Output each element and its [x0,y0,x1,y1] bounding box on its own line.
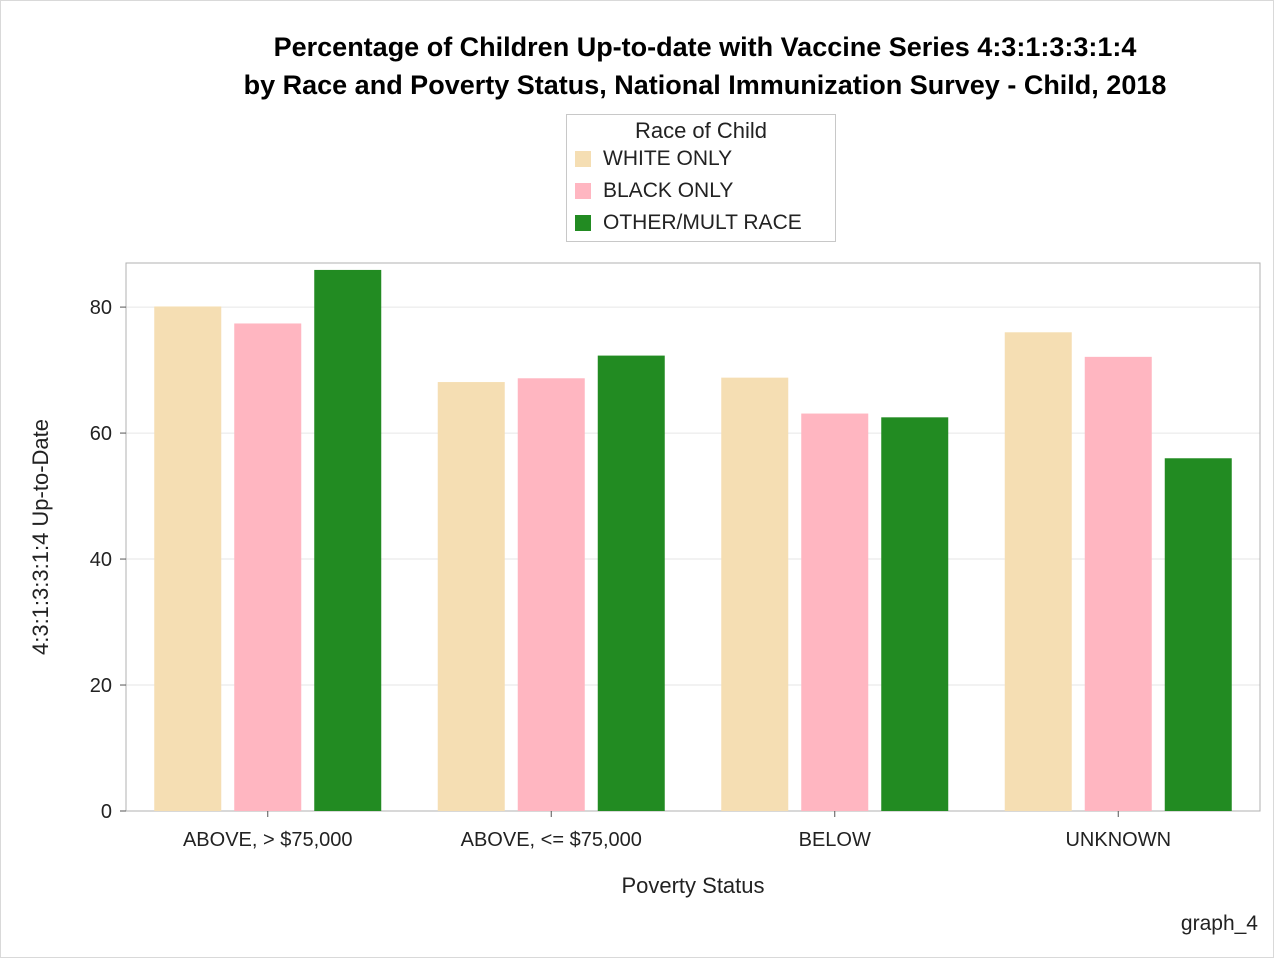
y-axis-title: 4:3:1:3:3:1:4 Up-to-Date [28,419,53,655]
y-tick-label: 80 [90,297,112,319]
legend-swatch-white-only [575,151,591,167]
legend-title: Race of Child [634,118,768,143]
bar [1164,458,1232,811]
x-axis-title: Poverty Status [621,873,764,898]
bar [314,269,382,812]
bar [1004,332,1072,811]
bar [437,382,505,811]
x-tick-label: ABOVE, <= $75,000 [461,829,642,851]
footnote: graph_4 [1180,912,1258,935]
x-tick-label: BELOW [799,829,871,851]
x-tick-label: ABOVE, > $75,000 [183,829,353,851]
y-tick-label: 60 [90,423,112,445]
bar [234,323,302,811]
chart-title: Percentage of Children Up-to-date with V… [273,32,1137,62]
chart-subtitle: by Race and Poverty Status, National Imm… [243,70,1167,100]
legend-label-other-mult-race: OTHER/MULT RACE [603,211,802,234]
legend-label-white-only: WHITE ONLY [603,147,733,170]
bar [1084,356,1152,811]
plot-frame [125,262,1261,812]
bar [721,377,789,811]
legend-swatch-other-mult-race [575,215,591,231]
bar [881,417,949,811]
y-tick-label: 20 [90,675,112,697]
legend-label-black-only: BLACK ONLY [603,179,734,202]
bar [517,378,585,811]
bar [154,306,222,811]
legend-swatch-black-only [575,183,591,199]
bar [597,355,665,811]
legend: Race of Child WHITE ONLY BLACK ONLY OTHE… [566,114,836,242]
y-tick-label: 40 [90,549,112,571]
y-tick-label: 0 [101,801,112,823]
bar [801,413,869,811]
x-tick-label: UNKNOWN [1065,829,1171,851]
